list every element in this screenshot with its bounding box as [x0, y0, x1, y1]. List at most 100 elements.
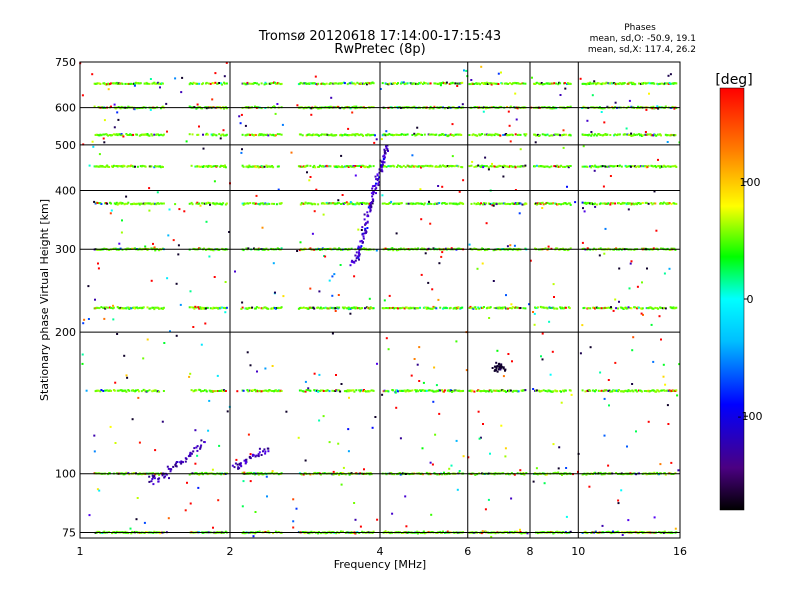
data-point [548, 134, 551, 137]
data-point [375, 192, 377, 195]
data-point [562, 146, 565, 149]
data-point [166, 130, 168, 133]
data-point [274, 291, 276, 294]
data-point [144, 165, 147, 168]
data-point [553, 296, 555, 298]
data-point [515, 118, 518, 121]
data-point [372, 193, 375, 196]
data-point [254, 388, 256, 391]
data-point [324, 255, 327, 258]
data-point [497, 363, 500, 366]
data-point [468, 307, 471, 309]
data-point [425, 389, 428, 392]
data-point [487, 498, 490, 501]
data-point [254, 307, 257, 310]
data-point [150, 279, 153, 282]
data-point [509, 244, 512, 247]
data-point [458, 247, 461, 250]
data-point [581, 241, 584, 244]
data-point [658, 390, 661, 393]
data-point [387, 165, 390, 168]
data-point [116, 111, 119, 114]
data-point [660, 134, 662, 137]
data-point [367, 206, 370, 209]
data-point [454, 107, 457, 110]
data-point [526, 532, 529, 535]
data-point [371, 198, 374, 201]
data-point [85, 389, 88, 392]
data-point [335, 374, 337, 376]
data-point [250, 471, 253, 474]
data-point [106, 202, 109, 205]
data-point [522, 82, 525, 85]
data-point [463, 69, 465, 72]
data-point [413, 358, 416, 360]
data-point [618, 267, 621, 270]
data-point [435, 307, 438, 310]
data-point [420, 218, 423, 221]
data-point [439, 84, 442, 87]
data-point [102, 137, 105, 140]
data-point [604, 472, 607, 475]
data-point [103, 119, 106, 122]
data-point [569, 389, 572, 392]
data-point [318, 373, 321, 376]
data-point [482, 423, 484, 425]
data-point [584, 133, 587, 136]
data-point [344, 473, 347, 476]
data-point [115, 201, 118, 204]
data-point [142, 306, 145, 309]
data-point [397, 164, 399, 167]
data-point [555, 82, 558, 85]
data-point [654, 202, 657, 205]
data-point [196, 454, 199, 457]
data-point [482, 166, 485, 169]
data-point [150, 480, 153, 483]
data-point [256, 472, 259, 475]
data-point [458, 471, 461, 474]
data-point [615, 247, 618, 250]
data-point [140, 390, 143, 393]
data-point [322, 165, 325, 168]
data-point [509, 105, 512, 108]
x-tick-label: 16 [673, 545, 687, 558]
data-point [126, 202, 129, 205]
data-point [581, 165, 584, 168]
data-point [647, 164, 650, 167]
data-point [353, 105, 356, 108]
data-point [247, 433, 250, 436]
data-point [98, 153, 101, 156]
data-point [363, 218, 366, 221]
data-point [131, 418, 134, 421]
data-point [309, 473, 312, 476]
data-point [437, 298, 440, 301]
data-point [141, 164, 144, 167]
data-point [144, 245, 147, 248]
data-point [328, 279, 331, 282]
data-point [372, 200, 375, 203]
data-point [260, 82, 263, 85]
data-point [190, 306, 193, 309]
data-point [462, 202, 465, 205]
data-point [359, 525, 362, 528]
data-point [296, 104, 299, 107]
data-point [258, 451, 261, 454]
data-point [301, 134, 304, 137]
data-point [579, 77, 582, 80]
data-point [428, 389, 431, 392]
data-point [393, 165, 396, 168]
data-point [185, 458, 188, 460]
data-point [395, 406, 398, 409]
data-point [300, 473, 303, 476]
data-point [433, 366, 436, 369]
data-point [630, 260, 633, 263]
data-point [337, 294, 340, 296]
data-point [169, 470, 172, 473]
data-point [461, 81, 464, 84]
data-point [384, 151, 387, 154]
data-point [381, 165, 383, 168]
data-point [214, 81, 217, 84]
data-point [204, 307, 207, 310]
data-point [551, 350, 554, 353]
data-point [363, 213, 366, 216]
